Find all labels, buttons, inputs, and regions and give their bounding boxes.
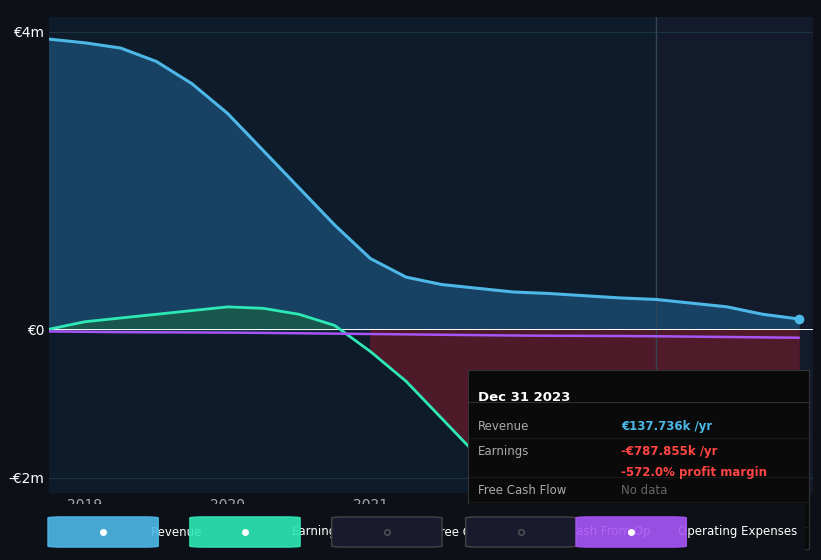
Text: No data: No data	[621, 510, 667, 522]
Text: Free Cash Flow: Free Cash Flow	[434, 525, 522, 539]
Text: Earnings: Earnings	[478, 445, 530, 458]
Text: Cash From Op: Cash From Op	[568, 525, 650, 539]
Text: No data: No data	[621, 484, 667, 497]
Text: Earnings: Earnings	[292, 525, 344, 539]
FancyBboxPatch shape	[48, 517, 158, 547]
FancyBboxPatch shape	[466, 517, 576, 547]
Text: Operating Expenses: Operating Expenses	[478, 533, 598, 545]
FancyBboxPatch shape	[576, 517, 686, 547]
Text: €137.736k /yr: €137.736k /yr	[621, 420, 713, 433]
Text: Revenue: Revenue	[150, 525, 202, 539]
FancyBboxPatch shape	[190, 517, 300, 547]
Text: No data: No data	[621, 533, 667, 545]
Text: Operating Expenses: Operating Expenses	[678, 525, 798, 539]
Text: -€787.855k /yr: -€787.855k /yr	[621, 445, 718, 458]
Text: Free Cash Flow: Free Cash Flow	[478, 484, 566, 497]
FancyBboxPatch shape	[332, 517, 442, 547]
Bar	[656, 17, 813, 493]
Text: Cash From Op: Cash From Op	[478, 510, 561, 522]
Text: -572.0% profit margin: -572.0% profit margin	[621, 466, 768, 479]
Text: Revenue: Revenue	[478, 420, 530, 433]
Text: Dec 31 2023: Dec 31 2023	[478, 391, 571, 404]
